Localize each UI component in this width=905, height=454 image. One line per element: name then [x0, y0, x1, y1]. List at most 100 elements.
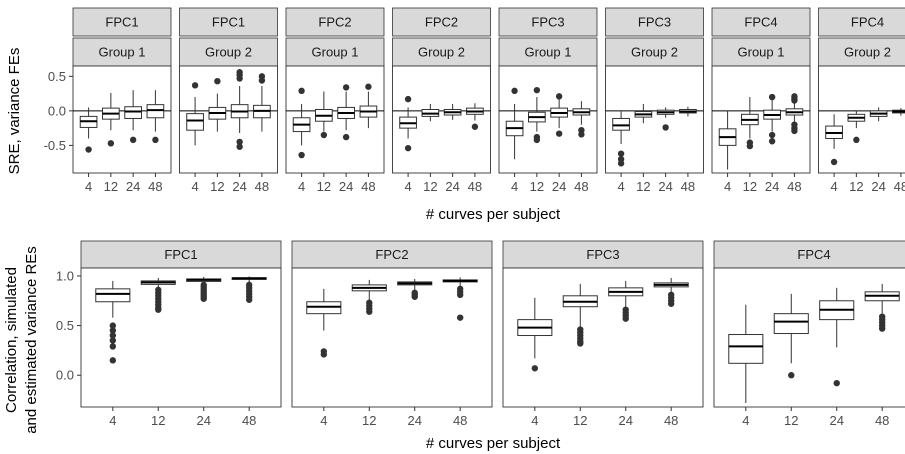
panel-fpc2-group-1: FPC2 Group 1 4 12 24 48 [285, 7, 385, 194]
outlier-point [531, 365, 539, 372]
strip-label: FPC4 [851, 15, 884, 30]
outlier-point [245, 296, 253, 303]
box-12 [208, 77, 227, 132]
outlier-point [298, 151, 305, 159]
box-24 [443, 103, 462, 120]
outlier-point [768, 138, 776, 145]
strip-label: Group 1 [99, 45, 146, 60]
bottom-x-axis-title: # curves per subject [426, 435, 561, 452]
panel-fpc3: FPC3 4 12 24 48 [502, 240, 704, 428]
box-12 [562, 283, 598, 347]
strip-label: FPC1 [164, 247, 197, 262]
panel-fpc1: FPC1 1.0 0.5 0.0 4 12 24 48 [56, 240, 282, 428]
outlier-point [366, 308, 373, 315]
box-iqr [773, 313, 809, 335]
x-tick-label: 48 [148, 179, 162, 194]
outlier-point [155, 306, 162, 313]
outlier-point [555, 130, 563, 137]
panel-fpc4-group-1: FPC4 Group 1 4 12 24 48 [711, 7, 811, 194]
strip-label: FPC4 [744, 15, 777, 30]
x-tick-label: 48 [242, 413, 256, 428]
panel-background [502, 267, 704, 408]
box-12 [773, 293, 809, 379]
x-tick-label: 4 [511, 179, 518, 194]
outlier-point [214, 77, 221, 85]
x-tick-label: 24 [871, 179, 885, 194]
strip-background [711, 7, 811, 37]
box-24 [869, 107, 888, 122]
strip-label: Group 1 [738, 45, 785, 60]
x-tick-label: 4 [298, 179, 305, 194]
strip-background [72, 37, 172, 67]
x-tick-label: 4 [531, 413, 538, 428]
strip-label: Group 2 [631, 45, 678, 60]
x-tick-label: 24 [829, 413, 843, 428]
box-48 [864, 283, 900, 332]
box-4 [306, 288, 342, 358]
box-48 [466, 103, 484, 130]
outlier-point [236, 143, 243, 150]
box-12 [528, 86, 546, 144]
box-24 [550, 93, 568, 137]
box-4 [718, 110, 737, 170]
y-tick-label: -0.5 [44, 138, 66, 153]
panel-fpc2: FPC2 4 12 24 48 [291, 240, 493, 428]
box-4 [186, 82, 204, 146]
outlier-point [533, 86, 541, 94]
y-tick-label: 0.0 [48, 103, 66, 118]
box-12 [847, 110, 866, 144]
x-tick-label: 24 [552, 179, 566, 194]
outlier-point [85, 146, 92, 153]
box-12 [741, 97, 759, 150]
box-4 [399, 95, 417, 152]
panel-background [498, 65, 598, 174]
strip-label: FPC3 [586, 247, 619, 262]
box-24 [337, 84, 355, 141]
box-4 [728, 304, 764, 404]
outlier-point [853, 136, 860, 144]
strip-label: FPC4 [797, 247, 830, 262]
outlier-point [456, 314, 464, 321]
strip-background [502, 240, 704, 269]
x-tick-label: 12 [104, 179, 118, 194]
strip-background [605, 37, 704, 67]
x-tick-label: 4 [191, 179, 198, 194]
outlier-point [320, 131, 328, 139]
outlier-point [555, 93, 563, 100]
x-tick-label: 4 [85, 179, 92, 194]
strip-background [80, 240, 282, 269]
outlier-point [878, 325, 886, 332]
strip-background [605, 7, 704, 37]
x-tick-label: 24 [658, 179, 672, 194]
outlier-point [662, 124, 669, 131]
strip-background [392, 7, 491, 37]
y-tick-label: 1.0 [56, 268, 74, 283]
outlier-point [667, 300, 675, 307]
y-tick-label: 0.5 [48, 69, 66, 84]
bottom-y-axis-title-line-2: and estimated variance REs [23, 246, 40, 434]
strip-background [498, 7, 598, 37]
outlier-point [191, 82, 199, 89]
y-tick-label: 0.5 [56, 318, 74, 333]
x-tick-label: 12 [210, 179, 224, 194]
x-tick-label: 12 [784, 413, 798, 428]
x-tick-label: 24 [765, 179, 779, 194]
strip-background [285, 7, 385, 37]
x-tick-label: 24 [196, 413, 210, 428]
panel-background [711, 65, 811, 174]
box-iqr [124, 106, 142, 119]
box-4 [517, 297, 553, 372]
box-iqr [728, 334, 764, 364]
box-4 [825, 114, 843, 166]
outlier-point [109, 322, 117, 329]
x-tick-label: 4 [724, 179, 731, 194]
box-48 [653, 277, 689, 307]
x-tick-label: 48 [894, 179, 905, 194]
box-24 [608, 280, 644, 322]
outlier-point [107, 140, 115, 147]
strip-label: FPC3 [531, 15, 564, 30]
outlier-point [236, 138, 243, 146]
outlier-point [456, 291, 464, 299]
outlier-point [236, 69, 243, 76]
outlier-point [833, 379, 840, 387]
